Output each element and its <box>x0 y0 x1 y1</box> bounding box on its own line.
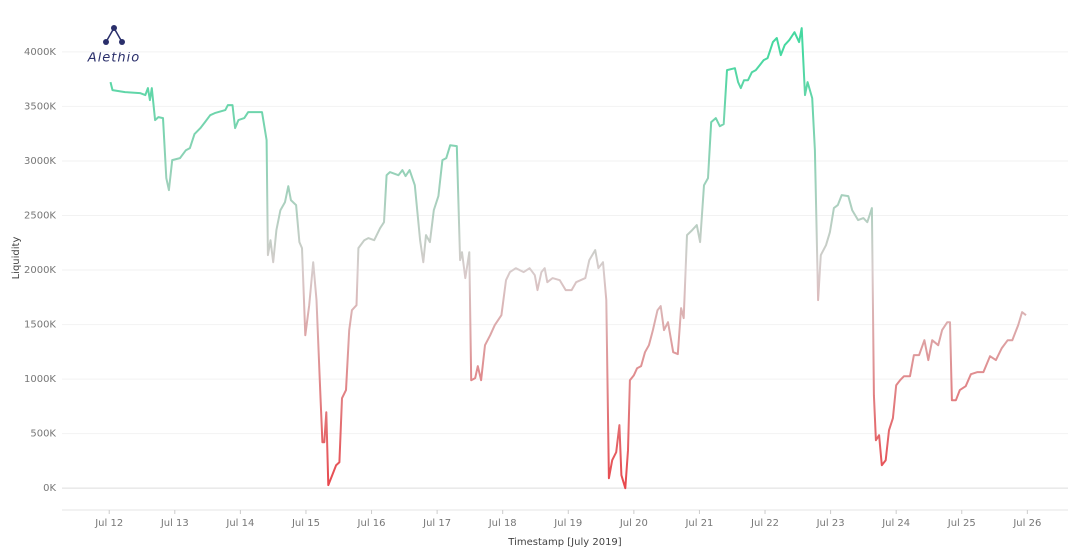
x-tick-label: Jul 15 <box>291 518 320 529</box>
x-tick-label: Jul 25 <box>947 518 976 529</box>
logo: Alethio <box>87 25 140 66</box>
x-tick-label: Jul 20 <box>619 518 648 529</box>
liquidity-line <box>109 27 1027 490</box>
logo-text: Alethio <box>87 51 140 66</box>
x-tick-label: Jul 18 <box>488 518 517 529</box>
y-tick-label: 500K <box>30 429 56 440</box>
x-tick-label: Jul 17 <box>422 518 451 529</box>
y-tick-label: 3000K <box>24 156 56 167</box>
x-tick-label: Jul 19 <box>553 518 582 529</box>
y-tick-label: 2000K <box>24 265 56 276</box>
y-axis-label: Liquidity <box>11 237 22 280</box>
x-tick-label: Jul 13 <box>160 518 189 529</box>
x-tick-label: Jul 14 <box>225 518 254 529</box>
x-tick-label: Jul 22 <box>750 518 779 529</box>
x-tick-label: Jul 12 <box>94 518 123 529</box>
y-tick-label: 3500K <box>24 101 56 112</box>
y-tick-label: 1000K <box>24 374 56 385</box>
y-tick-label: 0K <box>43 483 56 494</box>
x-tick-label: Jul 23 <box>816 518 845 529</box>
y-tick-label: 4000K <box>24 47 56 58</box>
y-tick-label: 2500K <box>24 211 56 222</box>
x-tick-label: Jul 21 <box>684 518 713 529</box>
x-tick-label: Jul 16 <box>357 518 386 529</box>
y-tick-label: 1500K <box>24 320 56 331</box>
x-tick-label: Jul 24 <box>881 518 910 529</box>
x-tick-label: Jul 26 <box>1012 518 1041 529</box>
x-axis-label: Timestamp [July 2019] <box>507 537 622 548</box>
